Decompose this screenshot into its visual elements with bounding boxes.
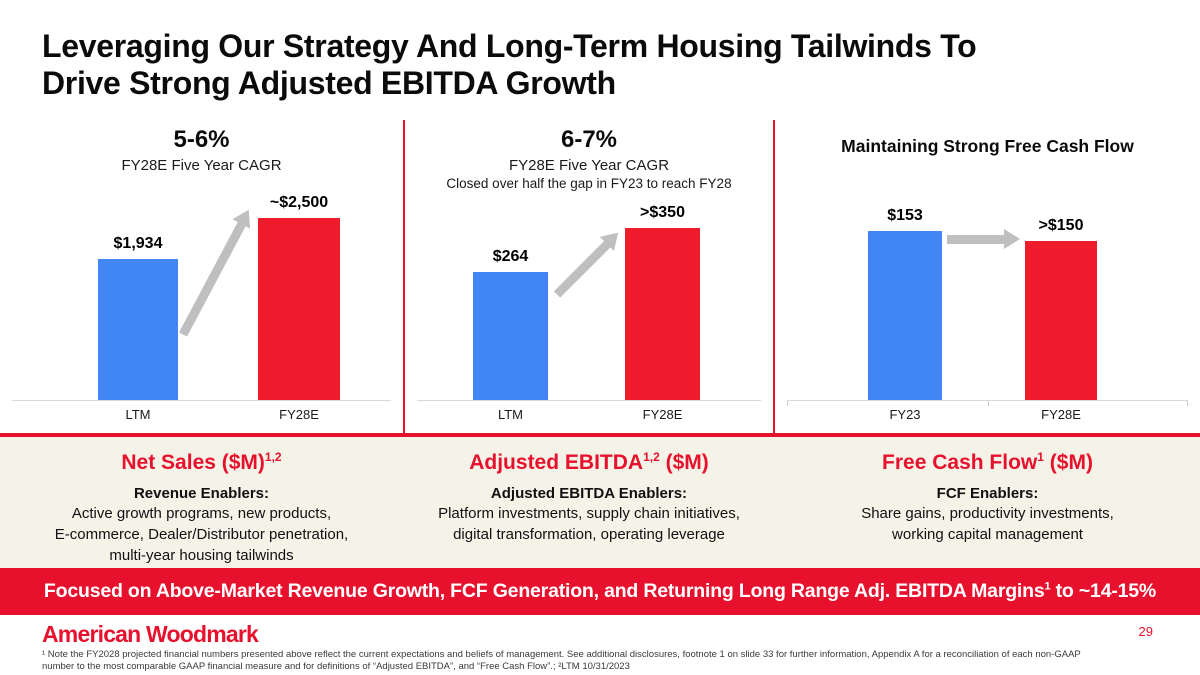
- footnote-superscript: 1: [1037, 450, 1044, 464]
- section-title-suffix: ($M): [1043, 451, 1093, 474]
- axis-tick: [787, 401, 788, 406]
- ebitda-cagr-headline: 6-7%: [560, 126, 618, 153]
- bar-value-ltm: $1,934: [113, 235, 163, 252]
- footer: American Woodmark 29 ¹ Note the FY2028 p…: [0, 615, 1200, 675]
- banner-text: Focused on Above-Market Revenue Growth, …: [44, 580, 1156, 603]
- category-label-fy28e: FY28E: [642, 407, 683, 422]
- chart-adjusted-ebitda: 6-7% FY28E Five Year CAGR Closed over ha…: [403, 120, 775, 433]
- category-label-fy28e: FY28E: [279, 407, 319, 422]
- footnote-block: ¹ Note the FY2028 projected financial nu…: [42, 649, 1172, 672]
- ebitda-gap-note: Closed over half the gap in FY23 to reac…: [446, 176, 732, 191]
- enabler-label: FCF Enablers:: [936, 485, 1039, 502]
- axis-tick: [987, 401, 989, 406]
- section-title-adjusted-ebitda: Adjusted EBITDA1,2 ($M): [403, 450, 775, 475]
- bar-value-fy23: $153: [887, 207, 923, 224]
- x-axis: [417, 400, 761, 401]
- fcf-headline: Maintaining Strong Free Cash Flow: [841, 136, 1134, 156]
- bar-value-fy28e: ~$2,500: [269, 194, 329, 211]
- enabler-label: Adjusted EBITDA Enablers:: [490, 485, 688, 502]
- category-label-fy23: FY23: [889, 407, 921, 422]
- bar-fy28e: [1025, 241, 1097, 400]
- bar-fy28e: [625, 228, 700, 400]
- category-label-ltm: LTM: [497, 407, 524, 422]
- section-title-suffix: ($M): [659, 451, 709, 474]
- footnote-line-2: number to the most comparable GAAP finan…: [42, 660, 630, 672]
- page-number: 29: [1138, 624, 1153, 639]
- section-title-text: Adjusted EBITDA: [469, 451, 644, 474]
- net-sales-cagr-subtitle: FY28E Five Year CAGR: [121, 157, 282, 174]
- bar-value-fy28e: >$150: [1038, 217, 1084, 234]
- enabler-text: Platform investments, supply chain initi…: [438, 505, 740, 543]
- american-woodmark-logo: American Woodmark: [42, 621, 259, 647]
- steady-arrow-icon: [947, 229, 1020, 249]
- section-title-free-cash-flow: Free Cash Flow1 ($M): [775, 450, 1200, 475]
- chart-net-sales: 5-6% FY28E Five Year CAGR $1,934 ~$2,500…: [0, 120, 403, 433]
- enabler-label: Revenue Enablers:: [133, 485, 270, 502]
- ebitda-cagr-subtitle: FY28E Five Year CAGR: [508, 157, 670, 174]
- bar-value-ltm: $264: [492, 248, 529, 265]
- enabler-text: Share gains, productivity investments, w…: [861, 505, 1114, 543]
- footnote-superscript: 1,2: [643, 450, 660, 464]
- footnote-line-1: ¹ Note the FY2028 projected financial nu…: [42, 649, 1081, 660]
- bar-ltm: [473, 272, 548, 400]
- title-block: Leveraging Our Strategy And Long-Term Ho…: [42, 28, 1172, 102]
- section-title-text: Free Cash Flow: [882, 451, 1038, 474]
- banner-text-pre: Focused on Above-Market Revenue Growth, …: [43, 580, 1045, 602]
- metric-sections-row: Net Sales ($M)1,2 Revenue Enablers: Acti…: [0, 437, 1200, 568]
- charts-row: 5-6% FY28E Five Year CAGR $1,934 ~$2,500…: [0, 120, 1200, 433]
- section-net-sales: Net Sales ($M)1,2 Revenue Enablers: Acti…: [0, 437, 403, 568]
- bar-fy23: [868, 231, 942, 400]
- bar-value-fy28e: >$350: [640, 204, 685, 221]
- slide-title: Leveraging Our Strategy And Long-Term Ho…: [42, 28, 977, 101]
- chart-free-cash-flow: Maintaining Strong Free Cash Flow $153 >…: [775, 120, 1200, 433]
- section-adjusted-ebitda: Adjusted EBITDA1,2 ($M) Adjusted EBITDA …: [403, 437, 775, 568]
- enabler-text: Active growth programs, new products, E-…: [54, 505, 349, 564]
- section-title-net-sales: Net Sales ($M)1,2: [0, 450, 403, 475]
- summary-banner: Focused on Above-Market Revenue Growth, …: [0, 568, 1200, 615]
- footnote-superscript: 1,2: [264, 450, 282, 464]
- bar-fy28e: [258, 218, 340, 400]
- divider-rule: [0, 433, 1200, 437]
- x-axis: [12, 400, 391, 401]
- section-free-cash-flow: Free Cash Flow1 ($M) FCF Enablers: Share…: [775, 437, 1200, 568]
- category-label-ltm: LTM: [125, 407, 151, 422]
- axis-tick: [1187, 401, 1188, 406]
- banner-text-post: to ~14-15%: [1050, 580, 1157, 602]
- bar-ltm: [98, 259, 178, 400]
- net-sales-cagr-headline: 5-6%: [173, 126, 230, 153]
- footnote-superscript: 1: [1044, 580, 1051, 593]
- category-label-fy28e: FY28E: [1041, 407, 1081, 422]
- section-title-text: Net Sales ($M): [121, 451, 265, 474]
- x-axis: [787, 400, 1188, 401]
